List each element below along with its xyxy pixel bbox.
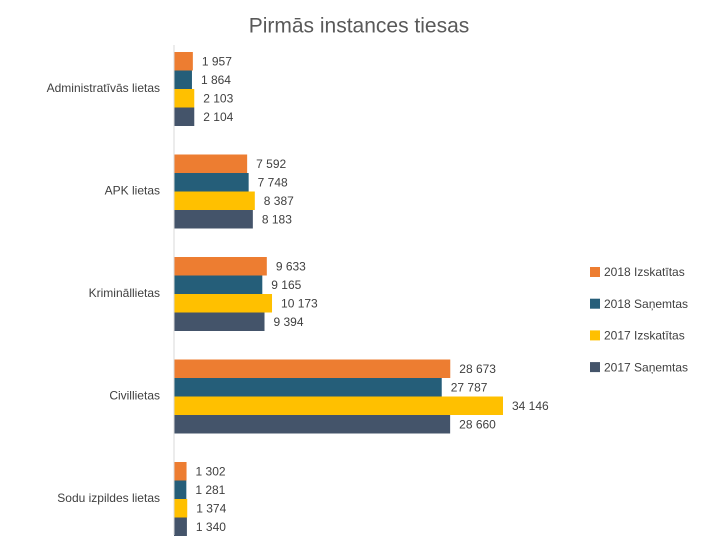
bar	[174, 480, 187, 499]
legend-label: 2018 Izskatītas	[604, 265, 685, 279]
value-label: 28 673	[459, 362, 496, 376]
bar	[174, 154, 248, 173]
value-label: 2 103	[203, 91, 233, 105]
chart-title: Pirmās instances tiesas	[249, 15, 470, 38]
legend-swatch	[590, 267, 600, 277]
category-label: Krimināllietas	[89, 286, 160, 300]
bar	[174, 378, 442, 397]
bar	[174, 210, 253, 229]
legend-swatch	[590, 362, 600, 373]
value-label: 28 660	[459, 417, 496, 431]
category-label: APK lietas	[105, 184, 160, 198]
bar	[174, 415, 451, 434]
value-label: 1 302	[196, 464, 226, 478]
bar	[174, 499, 188, 518]
value-label: 7 748	[258, 175, 288, 189]
bar	[174, 52, 193, 71]
value-label: 8 387	[264, 194, 294, 208]
value-label: 27 787	[451, 380, 488, 394]
value-label: 1 374	[196, 501, 226, 515]
legend-swatch	[590, 298, 600, 309]
bar	[174, 191, 255, 210]
bar	[174, 312, 265, 331]
legend-label: 2017 Izskatītas	[604, 329, 685, 343]
value-label: 9 394	[274, 315, 304, 329]
category-label: Sodu izpildes lietas	[57, 491, 160, 505]
bar	[174, 517, 187, 536]
value-label: 1 957	[202, 54, 232, 68]
bar	[174, 396, 503, 415]
value-label: 34 146	[512, 399, 549, 413]
value-label: 7 592	[256, 157, 286, 171]
value-label: 9 633	[276, 259, 306, 273]
bar	[174, 275, 263, 294]
bar	[174, 294, 273, 313]
bar	[174, 89, 195, 108]
bar	[174, 173, 249, 192]
legend-label: 2017 Saņemtas	[604, 360, 688, 374]
value-label: 1 864	[201, 73, 231, 87]
bar	[174, 359, 451, 378]
bar	[174, 462, 187, 481]
category-label: Civillietas	[109, 389, 160, 403]
value-label: 10 173	[281, 296, 318, 310]
category-label: Administratīvās lietas	[47, 81, 160, 95]
bar	[174, 107, 195, 126]
value-label: 2 104	[203, 110, 233, 124]
legend-label: 2018 Saņemtas	[604, 297, 688, 311]
value-label: 1 281	[195, 483, 225, 497]
bar	[174, 257, 267, 276]
legend-swatch	[590, 330, 600, 341]
bar	[174, 70, 192, 89]
value-label: 1 340	[196, 520, 226, 534]
value-label: 8 183	[262, 212, 292, 226]
value-label: 9 165	[271, 278, 301, 292]
